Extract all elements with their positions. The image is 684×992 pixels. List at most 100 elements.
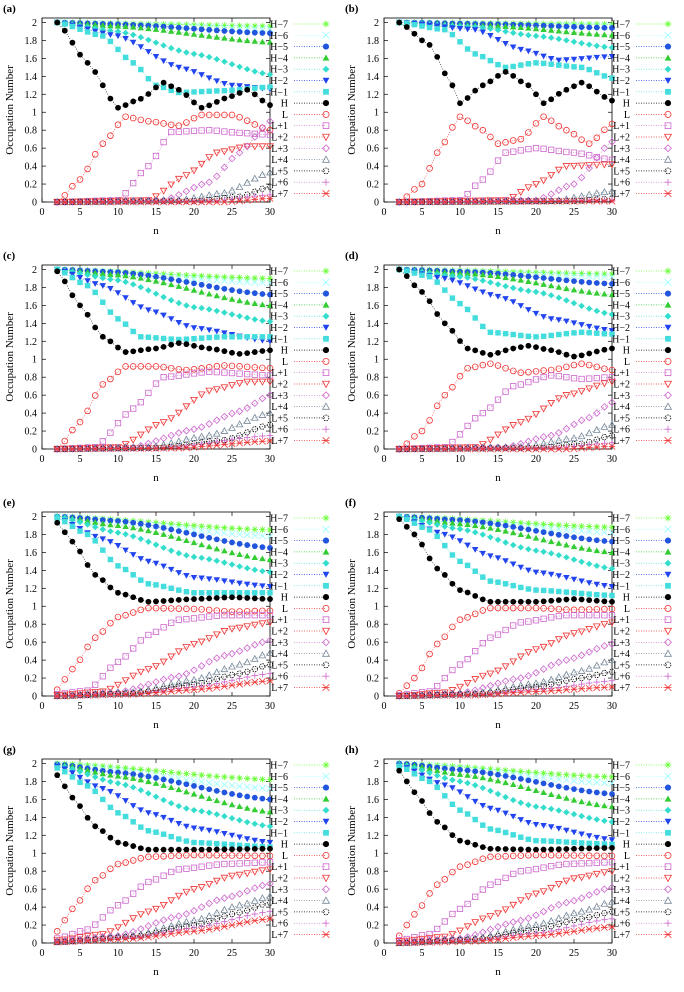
data-point (84, 885, 91, 892)
legend-marker (322, 818, 330, 825)
data-point (236, 792, 243, 799)
data-point (100, 33, 106, 39)
panel-d: (d)00.20.40.60.811.21.41.61.820 5 10 15 20 25… (345, 250, 673, 484)
data-point (197, 160, 206, 168)
data-point (571, 596, 577, 602)
data-point (182, 172, 191, 180)
data-point (418, 427, 426, 435)
legend-label: L+7 (613, 436, 630, 447)
data-point (198, 72, 205, 78)
data-point (197, 884, 206, 892)
data-point (251, 846, 258, 852)
legend-item-hm6: H−6 (270, 278, 330, 289)
series-lp7 (395, 197, 616, 206)
data-point (600, 188, 609, 196)
legend-label: L+6 (271, 178, 288, 189)
y-tick-label: 0.2 (25, 427, 38, 438)
data-point (426, 890, 433, 897)
data-point (426, 42, 433, 48)
data-point (183, 366, 190, 374)
legend-item-lp3: L+3 (613, 144, 672, 155)
data-point (487, 845, 494, 852)
data-point (84, 29, 91, 35)
data-point (524, 672, 533, 680)
data-point (62, 518, 68, 525)
data-point (107, 38, 114, 45)
legend-label: L+2 (613, 627, 630, 638)
data-point (578, 590, 585, 597)
data-point (197, 914, 206, 922)
data-point (251, 371, 258, 378)
data-point (160, 198, 168, 206)
data-point (555, 197, 563, 205)
data-point (471, 122, 479, 130)
data-point (419, 23, 425, 29)
data-point (487, 578, 494, 584)
data-point (258, 123, 267, 132)
data-point (84, 562, 91, 568)
y-tick-label: 1.4 (367, 813, 380, 824)
data-point (220, 665, 229, 673)
data-point (244, 130, 251, 137)
data-point (510, 582, 516, 589)
legend-label: L+4 (271, 896, 288, 907)
data-point (228, 311, 236, 318)
data-point (228, 852, 236, 859)
data-point (555, 783, 562, 790)
data-point (563, 795, 570, 801)
data-point (510, 781, 517, 788)
data-point (175, 277, 182, 284)
data-point (190, 370, 198, 377)
data-point (183, 529, 190, 536)
legend-item-hm3: H−3 (270, 806, 330, 817)
data-point (236, 680, 244, 688)
data-point (152, 277, 160, 284)
data-point (548, 34, 555, 41)
data-point (243, 363, 251, 371)
data-point (235, 420, 244, 428)
data-point (570, 771, 578, 779)
legend-item-hm1: H−1 (612, 87, 671, 98)
data-point (562, 445, 570, 453)
data-point (586, 536, 593, 543)
legend-item-hm5: H−5 (612, 783, 672, 794)
data-point (592, 161, 601, 169)
data-point (69, 538, 76, 545)
data-point (137, 520, 144, 527)
data-point (160, 583, 167, 590)
legend-marker (322, 616, 330, 623)
legend-label: L+5 (271, 907, 288, 918)
data-point (76, 928, 84, 935)
data-point (54, 772, 61, 779)
data-point (487, 404, 494, 411)
data-point (137, 169, 144, 177)
data-point (107, 286, 114, 292)
data-point (99, 673, 106, 680)
data-point (183, 279, 190, 285)
data-point (586, 350, 593, 357)
data-point (533, 846, 539, 853)
data-point (76, 897, 84, 904)
series-line (399, 363, 613, 450)
data-point (494, 910, 502, 918)
data-point (456, 372, 464, 380)
x-tick-label: 25 (227, 207, 237, 218)
data-point (144, 198, 152, 206)
data-point (479, 198, 487, 206)
data-point (548, 332, 554, 339)
data-point (570, 445, 578, 453)
data-point (236, 774, 243, 782)
data-point (267, 102, 273, 108)
data-point (145, 117, 152, 125)
legend-marker (321, 380, 331, 389)
data-point (137, 24, 144, 31)
data-point (539, 405, 548, 413)
legend-marker (322, 795, 330, 802)
data-point (213, 851, 221, 859)
legend-item-lp2: L+2 (271, 627, 331, 638)
data-point (229, 846, 235, 853)
legend-item-h: H (281, 99, 330, 110)
data-point (251, 399, 259, 407)
data-point (419, 775, 425, 782)
data-point (419, 272, 425, 278)
